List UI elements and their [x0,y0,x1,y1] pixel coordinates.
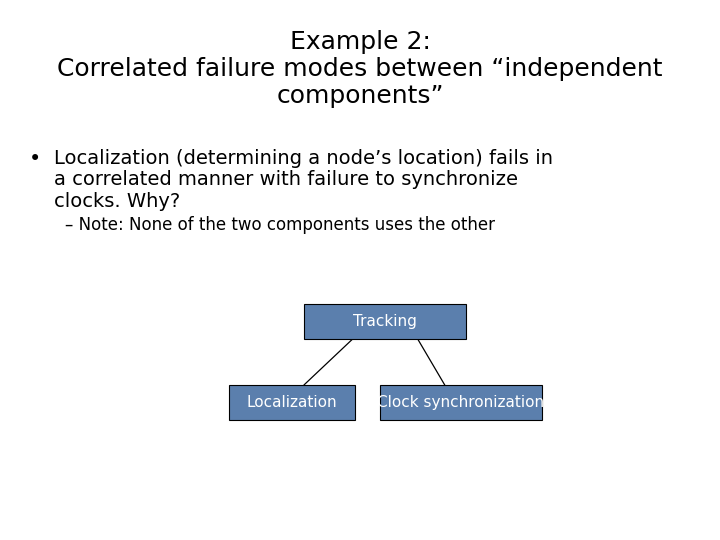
Text: •: • [29,148,41,168]
Text: a correlated manner with failure to synchronize: a correlated manner with failure to sync… [54,170,518,189]
FancyBboxPatch shape [305,303,467,339]
Text: Example 2:: Example 2: [289,30,431,53]
Text: Localization (determining a node’s location) fails in: Localization (determining a node’s locat… [54,148,553,167]
Text: – Note: None of the two components uses the other: – Note: None of the two components uses … [65,216,495,234]
Text: Clock synchronization: Clock synchronization [377,395,544,410]
FancyBboxPatch shape [380,384,541,420]
Text: Tracking: Tracking [354,314,417,329]
Text: Correlated failure modes between “independent: Correlated failure modes between “indepe… [58,57,662,80]
Text: Localization: Localization [246,395,337,410]
Text: clocks. Why?: clocks. Why? [54,192,180,211]
FancyBboxPatch shape [229,384,355,420]
Text: components”: components” [276,84,444,107]
